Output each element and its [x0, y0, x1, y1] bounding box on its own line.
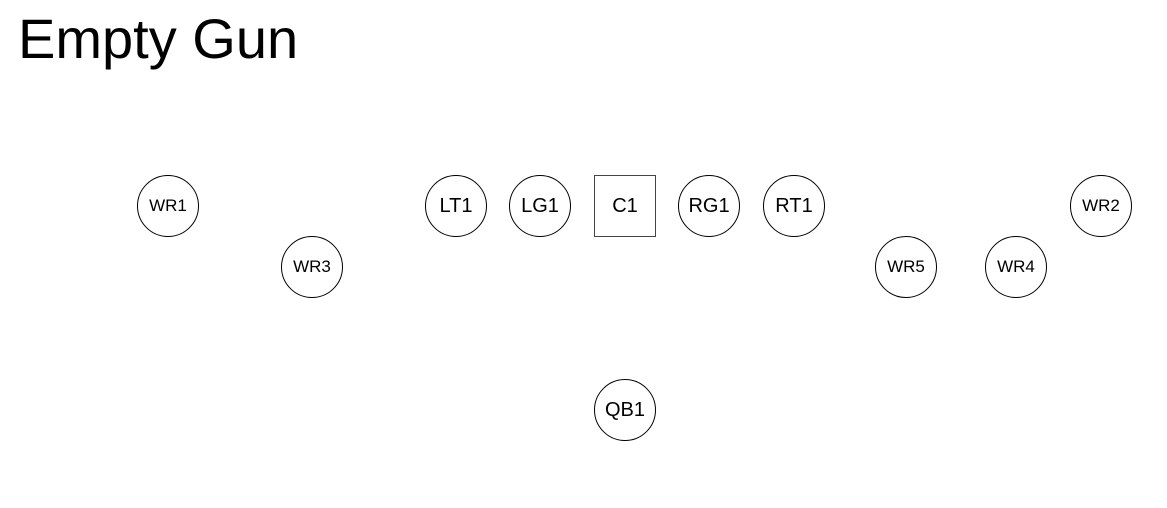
player-wr5: WR5 — [875, 236, 937, 298]
player-wr3: WR3 — [281, 236, 343, 298]
player-rt1: RT1 — [763, 175, 825, 237]
player-rg1: RG1 — [678, 175, 740, 237]
player-c1: C1 — [594, 175, 656, 237]
player-lt1: LT1 — [425, 175, 487, 237]
player-qb1: QB1 — [594, 379, 656, 441]
player-wr2: WR2 — [1070, 175, 1132, 237]
formation-title: Empty Gun — [18, 7, 299, 70]
player-wr4: WR4 — [985, 236, 1047, 298]
player-wr1: WR1 — [137, 175, 199, 237]
player-lg1: LG1 — [509, 175, 571, 237]
